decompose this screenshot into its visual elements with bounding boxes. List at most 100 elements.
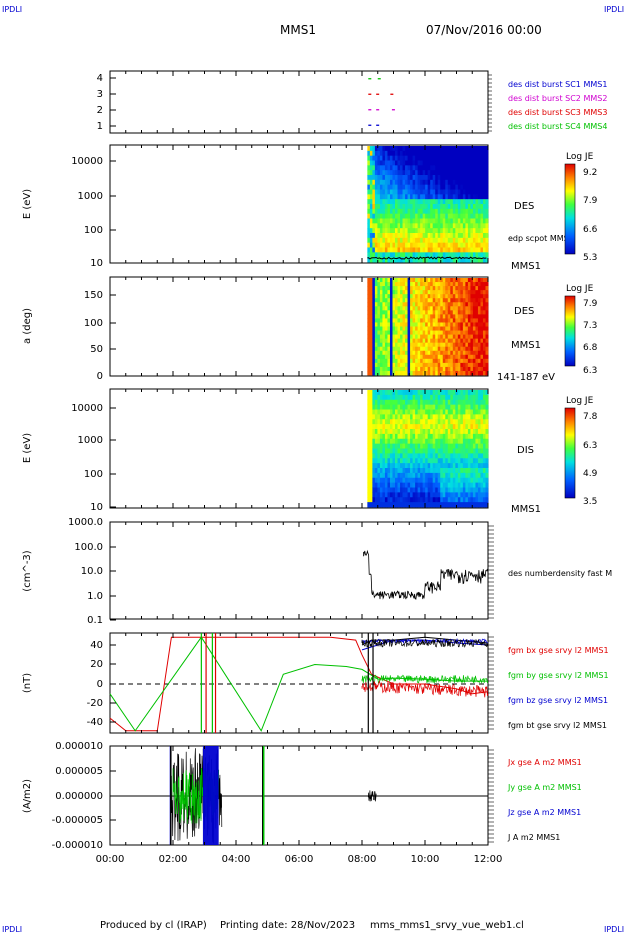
spectrogram-cell [440,487,444,493]
spectrogram-cell [430,322,434,327]
spectrogram-cell [440,170,444,176]
spectrogram-cell [417,399,421,406]
spectrogram-cell [372,433,376,440]
spectrogram-cell [440,362,444,368]
spectrogram-cell [480,399,484,406]
spectrogram-cell [395,334,398,340]
corner-label-bottom-right: IPDLI [604,925,624,934]
spectrogram-cell [374,326,378,331]
spectrogram-cell [412,184,416,190]
spectrogram-cell [412,370,416,376]
spectrogram-cell [417,242,421,248]
spectrogram-cell [435,165,439,171]
spectrogram-cell [472,150,476,157]
spectrogram-cell [477,160,481,166]
spectrogram-cell [480,350,484,356]
spectrogram-cell [422,189,426,195]
spectrogram-cell [382,354,386,360]
spectrogram-cell [372,155,376,161]
spectrogram-cell [402,314,406,319]
spectrogram-cell [455,310,459,315]
spectrogram-cell [437,218,441,224]
spectrogram-cell [410,184,413,190]
spectrogram-cell [369,237,373,244]
spectrogram-cell [445,318,449,323]
y-tick-label: 2 [97,105,103,116]
spectrogram-cell [392,165,396,171]
spectrogram-cell [395,278,398,283]
spectrogram-cell [387,218,391,224]
spectrogram-cell [432,175,436,181]
spectrogram-cell [420,257,424,263]
spectrogram-cell [440,477,444,484]
spectrogram-cell [384,213,388,219]
spectrogram-cell [395,468,398,474]
spectrogram-cell [422,453,426,459]
spectrogram-cell [457,497,461,503]
spectrogram-cell [410,358,413,364]
spectrogram-cell [382,419,386,425]
spectrogram-cell [445,298,449,303]
spectrogram-cell [410,390,413,396]
spectrogram-cell [467,404,471,410]
spectrogram-cell [477,453,481,459]
spectrogram-cell [442,294,446,299]
spectrogram-cell [410,208,413,215]
spectrogram-cell [445,282,449,287]
spectrogram-cell [384,443,388,449]
spectrogram-cell [437,502,441,508]
spectrogram-cell [432,438,436,445]
spectrogram-cell [470,394,474,401]
spectrogram-cell [374,194,378,200]
spectrogram-cell [382,184,386,190]
spectrogram-cell [427,213,431,219]
spectrogram-cell [400,409,403,415]
spectrogram-cell [384,342,388,348]
spectrogram-cell [437,199,441,205]
spectrogram-cell [397,487,401,493]
spectrogram-cell [455,330,459,335]
spectrogram-cell [485,218,489,224]
spectrogram-cell [420,302,424,307]
spectrogram-cell [422,298,426,303]
spectrogram-cell [369,294,373,299]
spectrogram-cell [442,314,446,319]
spectrogram-cell [477,294,481,299]
spectrogram-cell [392,477,396,484]
spectrogram-cell [472,468,476,474]
spectrogram-cell [412,204,416,210]
spectrogram-cell [440,294,444,299]
spectrogram-cell [432,414,436,420]
spectrogram-cell [407,223,411,229]
spectrogram-cell [450,208,454,215]
des-energy-spectrogram [367,146,489,263]
spectrogram-cell [425,443,429,449]
spectrogram-cell [477,497,481,503]
spectrogram-cell [405,438,408,445]
spectrogram-cell [397,286,401,291]
spectrogram-cell [465,252,469,258]
spectrogram-cell [472,179,476,186]
spectrogram-cell [384,438,388,445]
spectrogram-cell [420,399,424,406]
spectrogram-cell [402,362,406,368]
spectrogram-cell [462,453,466,459]
spectrogram-cell [462,492,466,498]
spectrogram-cell [485,310,489,315]
spectrogram-cell [417,290,421,295]
x-tick-label: 08:00 [348,854,377,865]
spectrogram-cell [367,199,371,205]
spectrogram-cell [437,179,441,186]
spectrogram-cell [382,326,386,331]
spectrogram-cell [387,170,391,176]
spectrogram-cell [460,223,464,229]
spectrogram-cell [410,322,413,327]
spectrogram-cell [480,370,484,376]
spectrogram-cell [407,492,411,498]
spectrogram-cell [367,334,371,340]
spectrogram-cell [415,409,419,415]
spectrogram-cell [387,242,391,248]
spectrogram-cell [415,179,419,186]
spectrogram-cell [432,290,436,295]
spectrogram-cell [412,294,416,299]
